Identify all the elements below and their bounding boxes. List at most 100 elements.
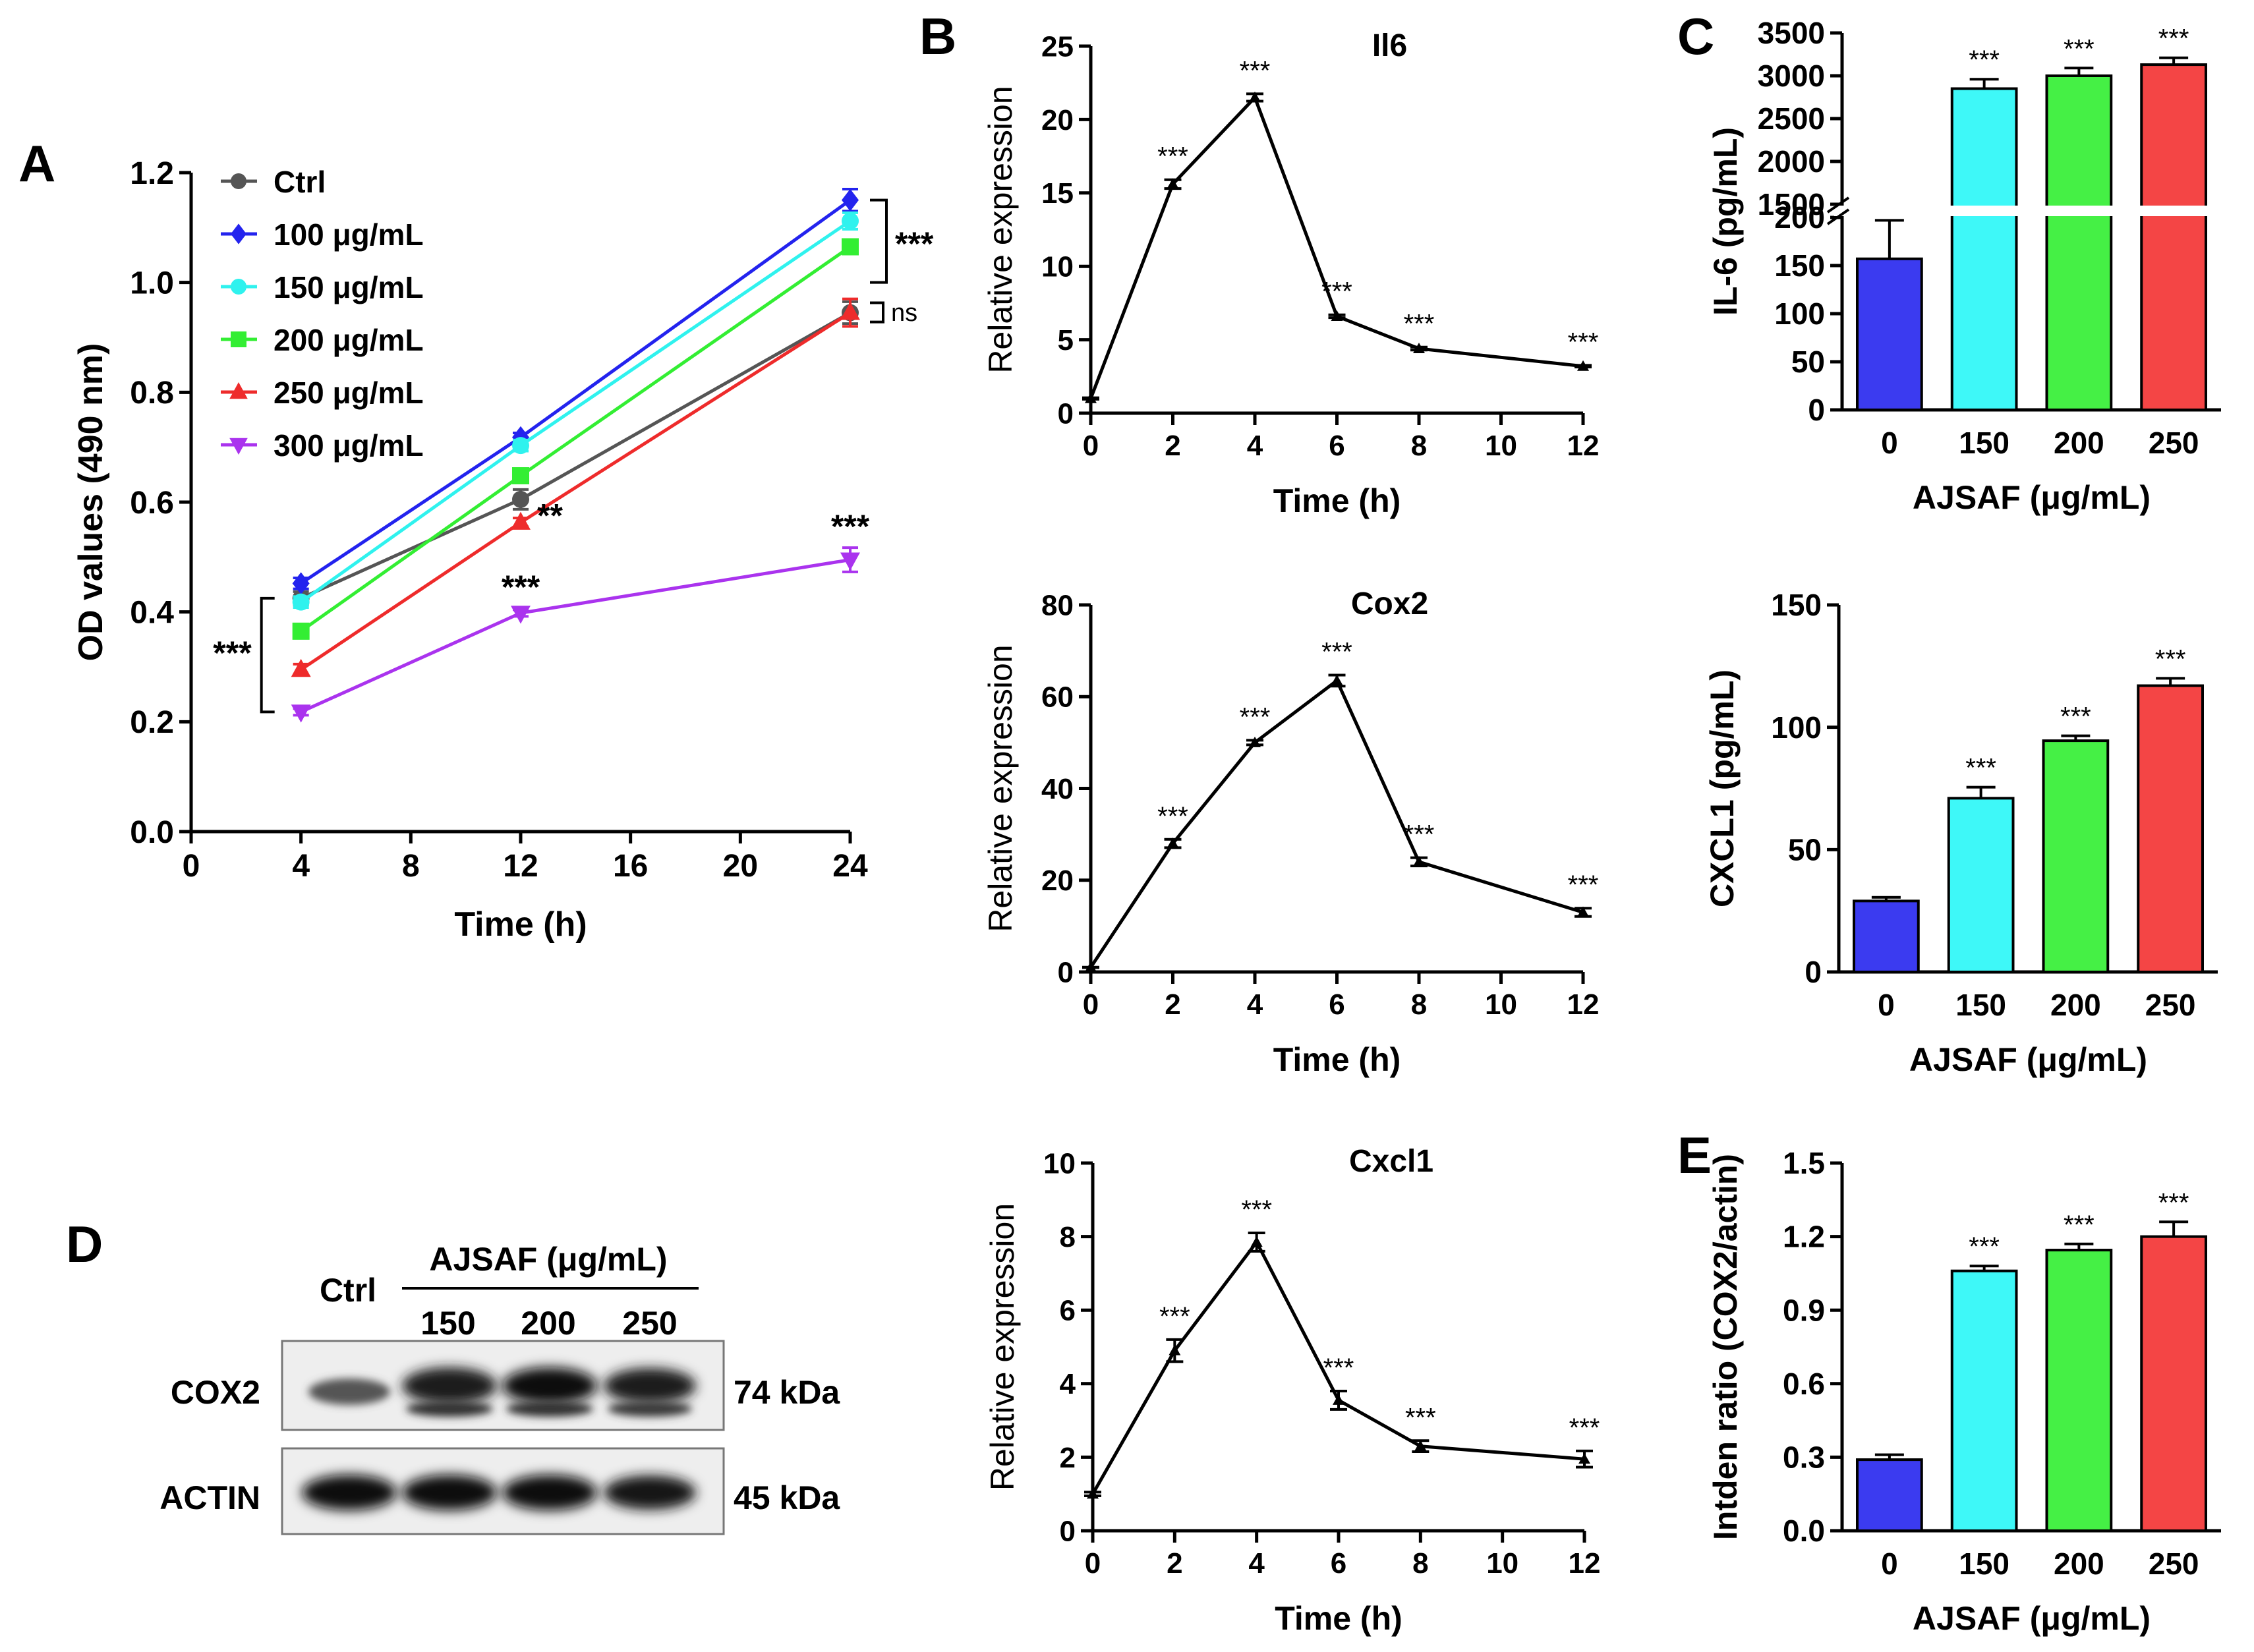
bar bbox=[2137, 684, 2204, 974]
panel-b-il6-chart: 0 5 10 15 20 25 0 2 4 6 8 10 12 Time (h) Relative expr… bbox=[982, 28, 1599, 519]
significance-label: *** bbox=[2060, 702, 2091, 731]
y-tick-label: 0.8 bbox=[130, 376, 174, 411]
x-tick-label: 250 bbox=[2149, 426, 2199, 460]
data-point-marker bbox=[1249, 736, 1261, 747]
y-axis-title: IL-6 (pg/mL) bbox=[1707, 127, 1744, 316]
data-point-marker bbox=[1414, 1440, 1427, 1451]
y-tick-label: 1.2 bbox=[1783, 1220, 1825, 1254]
data-point-marker bbox=[1577, 906, 1589, 917]
blot-band-cox2-150 bbox=[402, 1367, 497, 1404]
axis-break-mark bbox=[1826, 196, 1850, 214]
blot-lane-label: 150 bbox=[420, 1305, 475, 1342]
y-tick-label: 1500 bbox=[1758, 187, 1825, 221]
x-tick-label: 4 bbox=[1247, 988, 1263, 1021]
x-tick-label: 10 bbox=[1485, 988, 1517, 1021]
y-axis-title: Relative expression bbox=[984, 1203, 1021, 1491]
data-point-marker bbox=[1413, 342, 1425, 353]
y-tick-label: 0.3 bbox=[1783, 1440, 1825, 1475]
y-axis-title: OD values (490 nm) bbox=[72, 343, 110, 662]
y-tick-label: 1.2 bbox=[130, 156, 174, 191]
x-tick-label: 12 bbox=[1567, 988, 1600, 1021]
x-axis-title: AJSAF (μg/mL) bbox=[1909, 1041, 2147, 1078]
x-tick-label: 8 bbox=[1411, 430, 1427, 462]
x-tick-label: 0 bbox=[1881, 426, 1898, 460]
x-tick-label: 12 bbox=[1569, 1547, 1601, 1580]
y-tick-label: 0.4 bbox=[130, 595, 174, 630]
panel-b-cxcl1-chart: 0 2 4 6 8 10 0 2 4 6 8 10 12 Time (h) Relative express… bbox=[984, 1144, 1600, 1637]
x-tick-label: 6 bbox=[1329, 430, 1344, 462]
data-point-marker bbox=[231, 223, 246, 244]
panel-letter-b: B bbox=[919, 7, 956, 65]
data-point-marker bbox=[1249, 91, 1261, 102]
significance-label: *** bbox=[1321, 277, 1352, 306]
data-point-marker bbox=[292, 622, 310, 640]
y-tick-label: 100 bbox=[1771, 710, 1822, 745]
axis-break-mark bbox=[1826, 208, 1850, 225]
significance-label: *** bbox=[2155, 644, 2186, 673]
data-point-marker bbox=[1167, 178, 1179, 189]
data-point-marker bbox=[512, 490, 529, 508]
x-tick-label: 0 bbox=[1881, 1547, 1898, 1581]
significance-bracket bbox=[870, 301, 884, 324]
x-tick-label: 2 bbox=[1165, 988, 1180, 1021]
y-tick-label: 5 bbox=[1058, 324, 1074, 356]
x-axis-title: AJSAF (μg/mL) bbox=[1913, 479, 2151, 516]
bar bbox=[2042, 739, 2110, 973]
significance-bracket bbox=[260, 596, 275, 714]
x-tick-label: 0 bbox=[1083, 430, 1099, 462]
x-tick-label: 150 bbox=[1959, 1547, 2009, 1581]
y-tick-label: 0 bbox=[1060, 1515, 1076, 1547]
bar bbox=[1856, 257, 1923, 411]
data-point-marker bbox=[231, 331, 246, 347]
data-point-marker bbox=[1087, 1488, 1099, 1499]
data-point-marker bbox=[1413, 855, 1425, 867]
significance-label: *** bbox=[1157, 142, 1188, 171]
y-tick-label: 3500 bbox=[1758, 16, 1825, 50]
bar bbox=[2045, 1249, 2113, 1533]
y-tick-label: 0 bbox=[1058, 956, 1074, 988]
y-tick-label: 3000 bbox=[1758, 59, 1825, 93]
data-point-marker bbox=[840, 552, 860, 571]
blot-band-cox2-200 bbox=[502, 1367, 597, 1404]
data-point-marker bbox=[511, 606, 531, 624]
significance-label: ns bbox=[891, 299, 917, 327]
legend-label: 100 μg/mL bbox=[274, 217, 424, 252]
y-tick-label: 0.6 bbox=[130, 486, 174, 521]
data-point-marker bbox=[512, 437, 529, 455]
x-axis-title: Time (h) bbox=[1273, 1041, 1401, 1078]
data-point-marker bbox=[842, 188, 859, 212]
blot-band-cox2-250 bbox=[604, 1368, 696, 1404]
significance-label: *** bbox=[1240, 56, 1271, 85]
series-line bbox=[1089, 94, 1584, 399]
chart-title: Cox2 bbox=[1351, 586, 1428, 621]
y-tick-label: 20 bbox=[1041, 865, 1074, 897]
panel-c-cxcl1-bar-chart: 0 50 100 150 0 150 200 250 *** *** *** AJSAF (μg/mL… bbox=[1704, 588, 2218, 1078]
panel-letter-c: C bbox=[1677, 7, 1714, 65]
significance-label: *** bbox=[1323, 1353, 1354, 1382]
data-point-marker bbox=[229, 438, 248, 455]
significance-label: *** bbox=[2158, 1188, 2189, 1217]
significance-label: *** bbox=[1969, 1232, 2000, 1261]
data-point-marker bbox=[1085, 392, 1097, 403]
y-axis-title: CXCL1 (pg/mL) bbox=[1704, 669, 1741, 907]
significance-label: *** bbox=[1404, 820, 1435, 849]
panel-b-cox2-chart: 0 20 40 60 80 0 2 4 6 8 10 12 Time (h) Relative expre… bbox=[982, 586, 1599, 1078]
data-point-marker bbox=[1167, 838, 1179, 849]
data-point-marker bbox=[840, 302, 860, 320]
data-point-marker bbox=[231, 173, 246, 189]
y-tick-label: 6 bbox=[1060, 1295, 1076, 1327]
data-point-marker bbox=[229, 382, 248, 399]
significance-label: *** bbox=[502, 569, 540, 606]
blot-lane-label: 200 bbox=[521, 1305, 575, 1342]
data-point-marker bbox=[512, 467, 529, 484]
panel-d-western-blot: AJSAF (μg/mL) Ctrl 150 200 250 COX2 ACTI… bbox=[159, 1241, 840, 1535]
x-tick-label: 200 bbox=[2054, 1547, 2104, 1581]
legend-label: Ctrl bbox=[274, 165, 326, 199]
blot-size-actin: 45 kDa bbox=[734, 1479, 840, 1516]
significance-label: *** bbox=[2158, 24, 2189, 53]
y-tick-label: 0 bbox=[1805, 955, 1822, 989]
series-line bbox=[1089, 678, 1584, 969]
x-tick-label: 150 bbox=[1959, 426, 2009, 460]
data-point-marker bbox=[292, 572, 310, 595]
